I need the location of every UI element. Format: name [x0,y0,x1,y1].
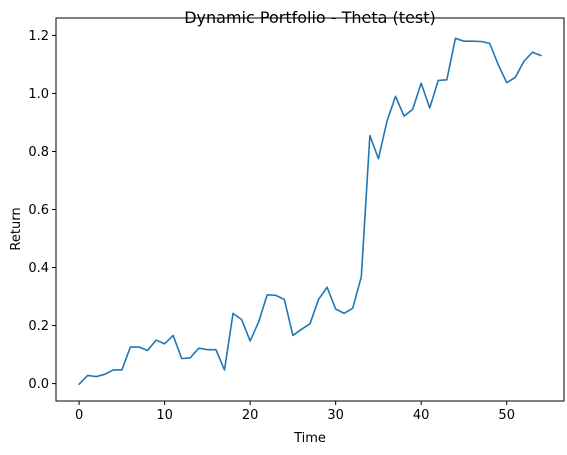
y-tick-label: 0.8 [28,145,49,160]
x-tick-label: 30 [327,408,344,423]
y-tick-label: 0.2 [28,319,49,334]
x-tick-label: 0 [75,408,83,423]
y-tick-label: 0.0 [28,377,49,392]
y-tick-label: 0.4 [28,261,49,276]
y-axis-label: Return [9,207,24,250]
series-line-0 [77,37,542,386]
y-tick-label: 1.0 [28,87,49,102]
x-tick-label: 10 [156,408,173,423]
y-tick-label: 0.6 [28,203,49,218]
x-tick-label: 20 [242,408,259,423]
y-axis-ticks: 0.0 0.2 0.4 0.6 0.8 1.0 1.2 [28,29,56,392]
x-tick-label: 50 [498,408,515,423]
x-axis-ticks: 0 10 20 30 40 50 [75,401,515,423]
series-layer [77,37,542,386]
y-tick-label: 1.2 [28,29,49,44]
x-axis-label: Time [293,431,326,446]
x-tick-label: 40 [413,408,430,423]
